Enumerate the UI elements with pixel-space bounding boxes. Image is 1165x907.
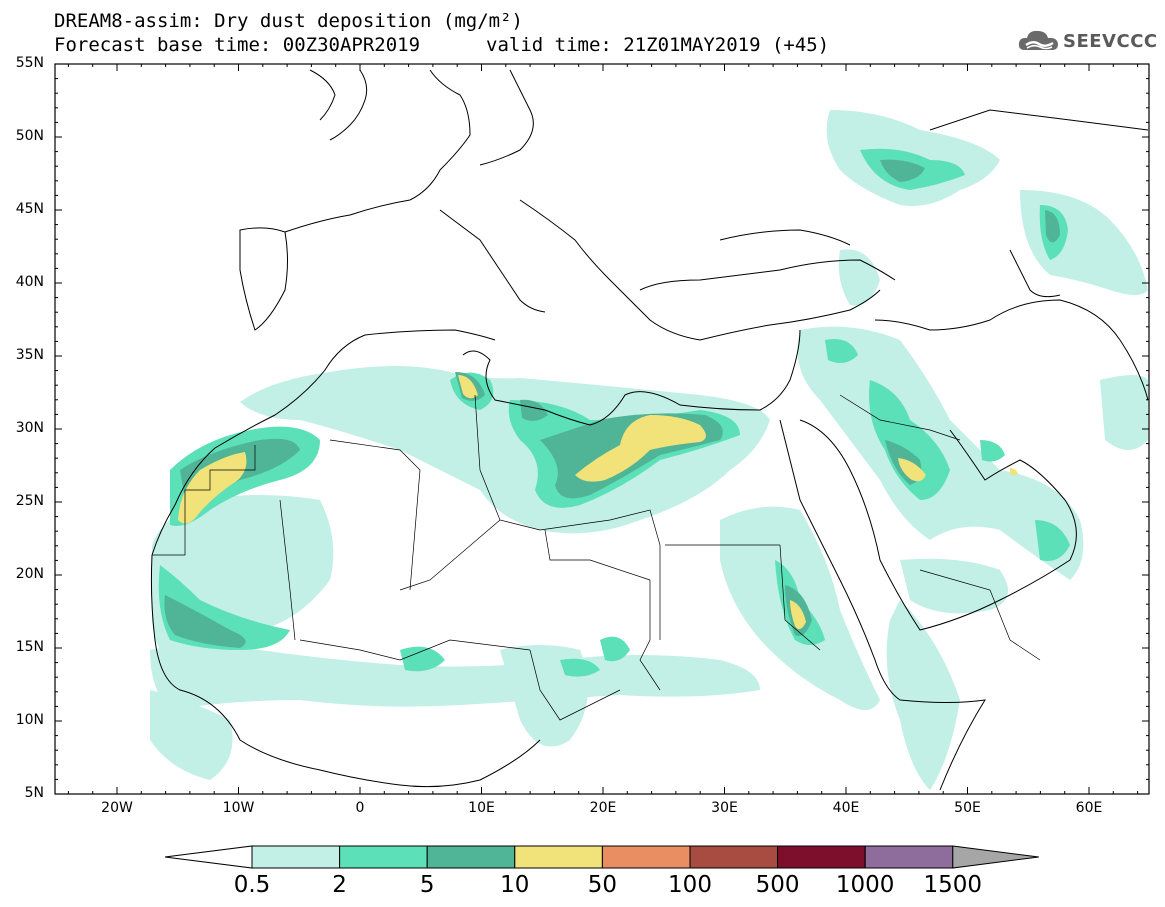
colorbar-segment	[689, 845, 779, 869]
latitude-label: 25N	[15, 493, 44, 509]
latitude-label: 15N	[15, 639, 44, 655]
colorbar-label: 50	[587, 872, 618, 898]
map-title: DREAM8-assim: Dry dust deposition (mg/m²…	[54, 10, 523, 32]
latitude-label: 5N	[24, 785, 44, 801]
coastlines	[150, 69, 1149, 791]
longitude-label: 0	[355, 800, 365, 816]
seevccc-logo: SEEVCCC	[1017, 26, 1157, 60]
colorbar-label: 1000	[835, 872, 895, 898]
axis-ticks	[55, 63, 1149, 795]
valid-time: valid time: 21Z01MAY2019 (+45)	[486, 34, 830, 56]
longitude-label: 60E	[1075, 800, 1103, 816]
colorbar-segment	[864, 845, 954, 869]
colorbar-label: 500	[755, 872, 800, 898]
colorbar-underflow-triangle	[164, 845, 253, 869]
cloud-logo-icon	[1018, 30, 1058, 50]
map-area	[150, 69, 1149, 791]
colorbar-segment	[251, 845, 341, 869]
colorbar-segment	[777, 845, 866, 869]
longitude-label: 10W	[222, 800, 255, 816]
longitude-label: 20E	[589, 800, 617, 816]
latitude-label: 10N	[15, 712, 44, 728]
colorbar-segment	[426, 845, 516, 869]
longitude-label: 30E	[711, 800, 738, 816]
colorbar-label: 5	[419, 872, 435, 898]
colorbar-label: 0.5	[233, 872, 271, 898]
colorbar-segment	[514, 845, 603, 869]
latitude-label: 50N	[15, 128, 44, 144]
country-borders	[152, 394, 1041, 721]
longitude-label: 10E	[468, 800, 495, 816]
colorbar-segment	[601, 845, 691, 869]
colorbar-label: 2	[332, 872, 347, 898]
colorbar-label: 100	[668, 872, 712, 898]
colorbar	[164, 845, 1039, 869]
forecast-base-time: Forecast base time: 00Z30APR2019	[54, 34, 421, 56]
longitude-label: 40E	[832, 800, 860, 816]
latitude-label: 30N	[15, 420, 44, 436]
longitude-label: 20W	[101, 800, 133, 816]
latitude-label: 35N	[15, 347, 44, 363]
longitude-label: 50E	[954, 800, 981, 816]
colorbar-segment	[339, 845, 428, 869]
latitude-label: 45N	[15, 201, 44, 217]
logo-text: SEEVCCC	[1063, 31, 1158, 52]
colorbar-label: 10	[500, 872, 530, 898]
colorbar-overflow-triangle	[952, 845, 1039, 869]
latitude-label: 20N	[15, 566, 44, 582]
latitude-label: 40N	[15, 274, 44, 290]
deposition-level-0.5	[150, 110, 1148, 790]
latitude-label: 55N	[15, 55, 44, 71]
colorbar-label: 1500	[923, 872, 983, 898]
